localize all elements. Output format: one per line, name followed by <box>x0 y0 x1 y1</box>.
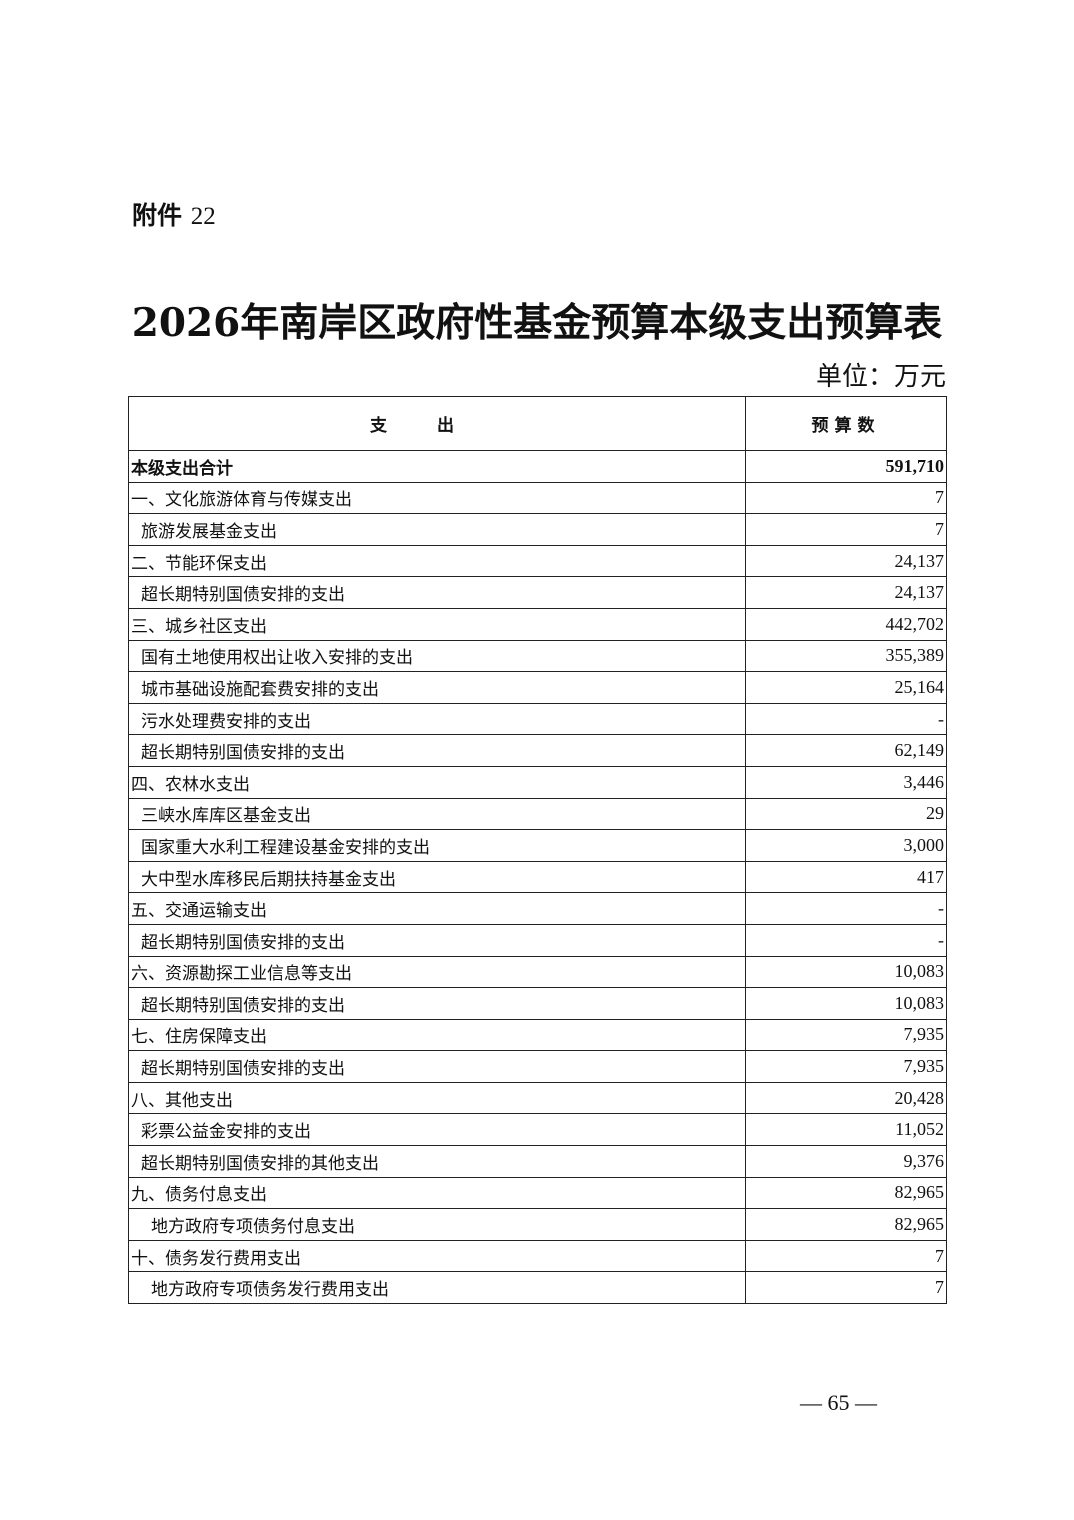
item-name: 超长期特别国债安排的支出 <box>128 923 746 957</box>
table-row: 大中型水库移民后期扶持基金支出 417 <box>128 860 947 894</box>
item-amount: 24,137 <box>745 544 947 578</box>
item-name: 城市基础设施配套费安排的支出 <box>128 671 746 704</box>
item-amount: 10,083 <box>745 955 947 989</box>
item-amount: 355,389 <box>745 639 947 673</box>
table-row: 一、文化旅游体育与传媒支出 7 <box>128 481 947 515</box>
budget-table: 支出 预算数 本级支出合计 591,710 一、文化旅游体育与传媒支出 7 旅游发展基金… <box>128 396 947 1305</box>
item-amount: 417 <box>745 860 947 894</box>
item-amount: 25,164 <box>745 671 947 704</box>
item-amount: 20,428 <box>745 1081 947 1115</box>
item-name: 三、城乡社区支出 <box>128 607 746 641</box>
item-name: 二、节能环保支出 <box>128 544 746 578</box>
item-name: 地方政府专项债务付息支出 <box>128 1208 746 1241</box>
page-title: 2026年南岸区政府性基金预算本级支出预算表 <box>131 300 943 346</box>
item-name: 超长期特别国债安排的支出 <box>128 734 746 767</box>
item-amount: 7 <box>745 1271 947 1305</box>
item-amount: 3,000 <box>745 829 947 862</box>
table-row: 超长期特别国债安排的支出 - <box>128 923 947 957</box>
item-amount: 7,935 <box>745 1050 947 1083</box>
table-row: 六、资源勘探工业信息等支出 10,083 <box>128 955 947 989</box>
item-name: 超长期特别国债安排的支出 <box>128 987 746 1020</box>
table-row: 国家重大水利工程建设基金安排的支出 3,000 <box>128 829 947 862</box>
item-amount: 24,137 <box>745 576 947 609</box>
table-row: 地方政府专项债务发行费用支出 7 <box>128 1271 947 1305</box>
item-name: 三峡水库库区基金支出 <box>128 797 746 831</box>
header-budget-amount: 预算数 <box>745 396 947 451</box>
table-body: 本级支出合计 591,710 一、文化旅游体育与传媒支出 7 旅游发展基金支出 7 二、节能… <box>128 450 947 1305</box>
item-name: 污水处理费安排的支出 <box>128 702 746 736</box>
item-name: 地方政府专项债务发行费用支出 <box>128 1271 746 1305</box>
item-name: 十、债务发行费用支出 <box>128 1239 746 1273</box>
page-number: — 65 — <box>800 1390 877 1415</box>
item-amount: 7 <box>745 481 947 515</box>
item-name: 七、住房保障支出 <box>128 1018 746 1052</box>
item-amount: 442,702 <box>745 607 947 641</box>
item-amount: 591,710 <box>745 450 947 483</box>
item-amount: 3,446 <box>745 765 947 799</box>
table-row: 三峡水库库区基金支出 29 <box>128 797 947 831</box>
table-row: 地方政府专项债务付息支出 82,965 <box>128 1208 947 1241</box>
item-name: 超长期特别国债安排的支出 <box>128 1050 746 1083</box>
item-name: 六、资源勘探工业信息等支出 <box>128 955 746 989</box>
item-name: 国有土地使用权出让收入安排的支出 <box>128 639 746 673</box>
attachment-label: 附件 22 <box>132 196 216 232</box>
table-row: 城市基础设施配套费安排的支出 25,164 <box>128 671 947 704</box>
attachment-number: 22 <box>190 203 216 230</box>
item-name: 一、文化旅游体育与传媒支出 <box>128 481 746 515</box>
table-row: 超长期特别国债安排的其他支出 9,376 <box>128 1145 947 1178</box>
item-amount: - <box>745 892 947 925</box>
table-row: 超长期特别国债安排的支出 24,137 <box>128 576 947 609</box>
item-amount: 7 <box>745 1239 947 1273</box>
attachment-text: 附件 <box>132 201 183 230</box>
table-row: 污水处理费安排的支出 - <box>128 702 947 736</box>
header-expenditure: 支出 <box>128 396 746 451</box>
item-name: 国家重大水利工程建设基金安排的支出 <box>128 829 746 862</box>
table-row: 旅游发展基金支出 7 <box>128 513 947 546</box>
item-amount: 29 <box>745 797 947 831</box>
unit-label: 单位：万元 <box>815 362 946 392</box>
table-row: 超长期特别国债安排的支出 7,935 <box>128 1050 947 1083</box>
table-row: 十、债务发行费用支出 7 <box>128 1239 947 1273</box>
item-name: 四、农林水支出 <box>128 765 746 799</box>
table-row: 二、节能环保支出 24,137 <box>128 544 947 578</box>
table-row: 超长期特别国债安排的支出 62,149 <box>128 734 947 767</box>
item-name: 大中型水库移民后期扶持基金支出 <box>128 860 746 894</box>
table-row: 超长期特别国债安排的支出 10,083 <box>128 987 947 1020</box>
item-name: 五、交通运输支出 <box>128 892 746 925</box>
item-name: 彩票公益金安排的支出 <box>128 1113 746 1147</box>
table-row: 国有土地使用权出让收入安排的支出 355,389 <box>128 639 947 673</box>
table-row: 九、债务付息支出 82,965 <box>128 1176 947 1210</box>
item-name: 超长期特别国债安排的支出 <box>128 576 746 609</box>
table-row: 八、其他支出 20,428 <box>128 1081 947 1115</box>
total-row: 本级支出合计 591,710 <box>128 450 947 483</box>
item-amount: 9,376 <box>745 1145 947 1178</box>
item-amount: 11,052 <box>745 1113 947 1147</box>
table-row: 七、住房保障支出 7,935 <box>128 1018 947 1052</box>
item-amount: - <box>745 702 947 736</box>
item-amount: 82,965 <box>745 1176 947 1210</box>
table-row: 五、交通运输支出 - <box>128 892 947 925</box>
table-row: 彩票公益金安排的支出 11,052 <box>128 1113 947 1147</box>
item-name: 旅游发展基金支出 <box>128 513 746 546</box>
item-name: 超长期特别国债安排的其他支出 <box>128 1145 746 1178</box>
item-amount: 7,935 <box>745 1018 947 1052</box>
item-amount: 7 <box>745 513 947 546</box>
table-row: 四、农林水支出 3,446 <box>128 765 947 799</box>
item-amount: - <box>745 923 947 957</box>
item-name: 八、其他支出 <box>128 1081 746 1115</box>
item-amount: 10,083 <box>745 987 947 1020</box>
table-row: 三、城乡社区支出 442,702 <box>128 607 947 641</box>
item-name: 本级支出合计 <box>128 450 746 483</box>
item-amount: 82,965 <box>745 1208 947 1241</box>
table-header-row: 支出 预算数 <box>128 396 947 451</box>
item-amount: 62,149 <box>745 734 947 767</box>
item-name: 九、债务付息支出 <box>128 1176 746 1210</box>
